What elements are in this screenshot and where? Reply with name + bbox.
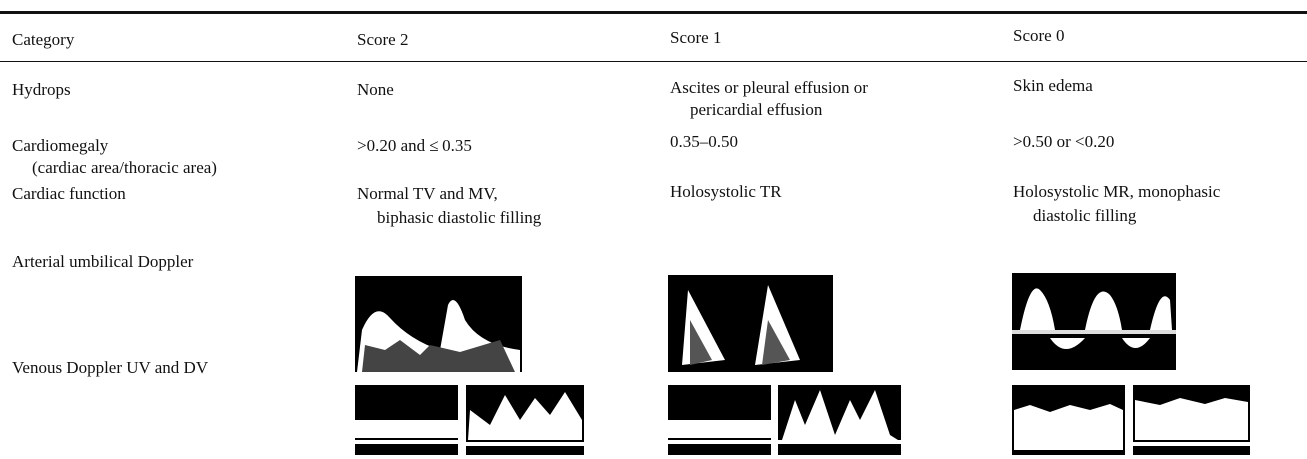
arterial-doppler-score0 bbox=[1012, 273, 1176, 370]
venous-doppler-score0 bbox=[1012, 385, 1250, 455]
arterial-doppler-score1 bbox=[668, 275, 833, 372]
doppler-images bbox=[0, 0, 1307, 459]
venous-doppler-score2 bbox=[355, 385, 584, 455]
venous-doppler-score1 bbox=[668, 385, 901, 455]
arterial-doppler-score2 bbox=[355, 276, 522, 372]
page: Category Score 2 Score 1 Score 0 Hydrops… bbox=[0, 0, 1307, 459]
